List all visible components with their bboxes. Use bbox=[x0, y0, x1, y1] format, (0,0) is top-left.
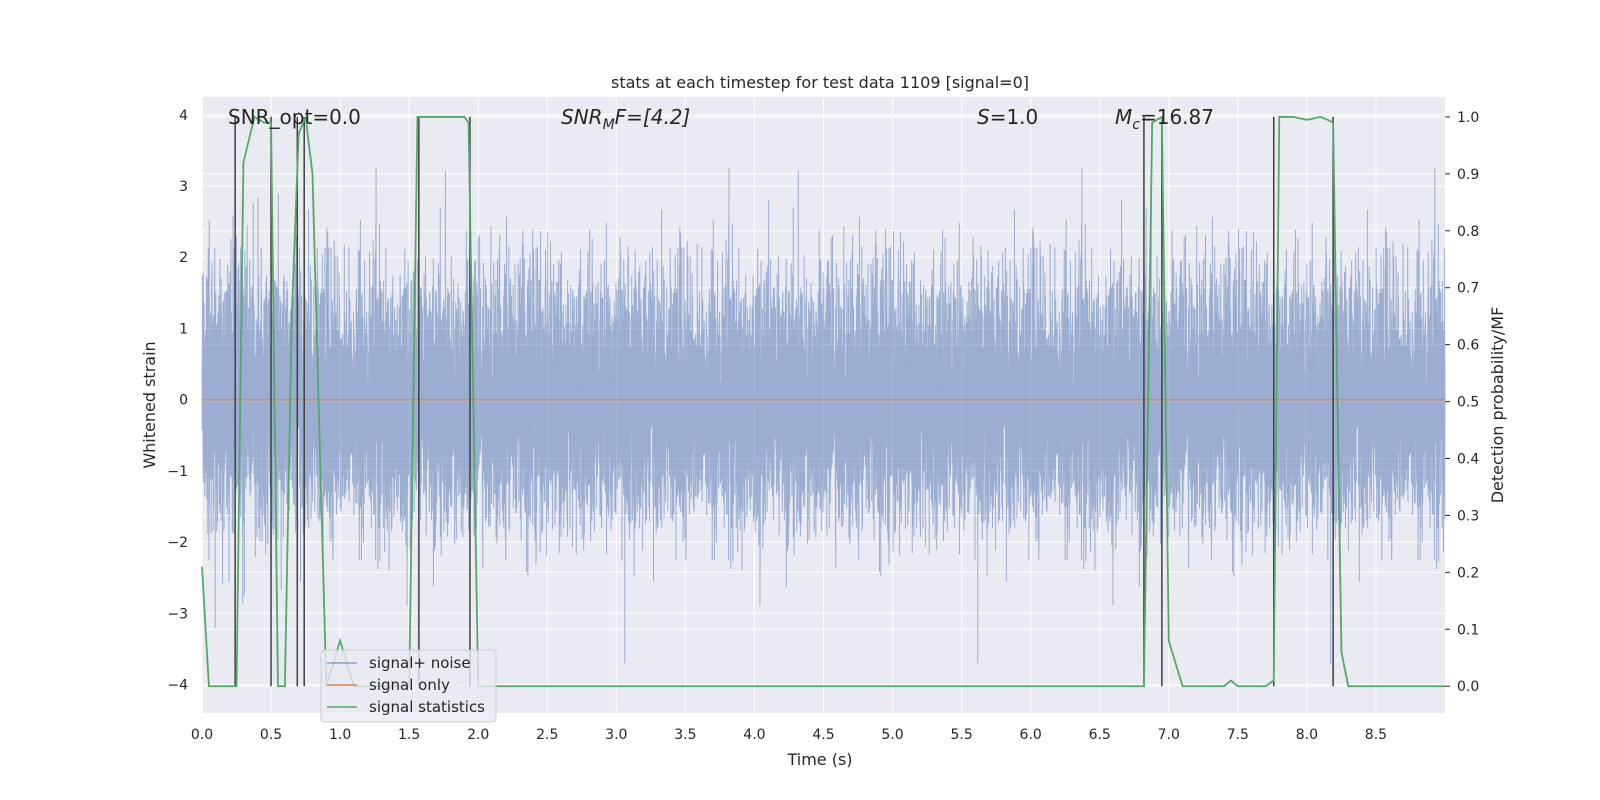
annotation-mc-symbol: M bbox=[1115, 105, 1132, 129]
signal-noise-line bbox=[201, 168, 1446, 664]
annotation-snr-opt: SNR_opt=0.0 bbox=[228, 105, 361, 129]
y-tick-left-label: 4 bbox=[179, 108, 188, 124]
x-tick-label: 2.0 bbox=[467, 727, 489, 743]
x-tick-label: 4.0 bbox=[743, 727, 765, 743]
y-tick-right-label: 0.4 bbox=[1457, 452, 1479, 468]
y-tick-left-label: −4 bbox=[167, 678, 188, 694]
y-tick-right-label: 0.8 bbox=[1457, 224, 1479, 240]
y-tick-left-label: 2 bbox=[179, 250, 188, 266]
x-tick-label: 1.0 bbox=[329, 727, 351, 743]
annotation-snr-mf-symbol: SNR bbox=[561, 105, 603, 129]
y-tick-right-label: 0.3 bbox=[1457, 508, 1479, 524]
x-tick-label: 0.0 bbox=[191, 727, 213, 743]
x-tick-label: 7.0 bbox=[1158, 727, 1180, 743]
annotation-snr-mf-subscript: M bbox=[603, 117, 615, 133]
y-tick-left-label: 3 bbox=[179, 179, 188, 195]
annotation-s: S=1.0 bbox=[977, 105, 1038, 129]
annotation-s-symbol: S bbox=[977, 105, 990, 129]
x-tick-label: 5.5 bbox=[950, 727, 972, 743]
y-tick-right-label: 0.6 bbox=[1457, 338, 1479, 354]
x-tick-label: 5.0 bbox=[881, 727, 903, 743]
annotation-snr-mf-value: F=[4.2] bbox=[615, 105, 691, 129]
legend-label-signal-noise: signal+ noise bbox=[369, 654, 471, 672]
y-axis-left-label: Whitened strain bbox=[140, 341, 159, 468]
y-tick-left-label: 1 bbox=[179, 321, 188, 337]
chart-title: stats at each timestep for test data 110… bbox=[611, 73, 1029, 92]
legend: signal+ noise signal only signal statist… bbox=[320, 649, 497, 723]
x-axis-label: Time (s) bbox=[786, 750, 852, 769]
y-tick-left-label: −2 bbox=[167, 535, 188, 551]
y-tick-right-label: 0.7 bbox=[1457, 281, 1479, 297]
legend-label-signal-statistics: signal statistics bbox=[369, 698, 485, 716]
legend-box bbox=[320, 649, 497, 723]
y-tick-right-label: 0.1 bbox=[1457, 622, 1479, 638]
series-signal-noise bbox=[201, 168, 1446, 664]
x-tick-label: 0.5 bbox=[260, 727, 282, 743]
y-tick-left-label: 0 bbox=[179, 393, 188, 409]
x-tick-label: 8.0 bbox=[1296, 727, 1318, 743]
y-tick-left-label: −3 bbox=[167, 606, 188, 622]
y-tick-left-label: −1 bbox=[167, 464, 188, 480]
y-tick-right-label: 0.2 bbox=[1457, 565, 1479, 581]
y-tick-right-label: 0.0 bbox=[1457, 679, 1479, 695]
x-axis-ticks: 0.0 0.5 1.0 1.5 2.0 2.5 3.0 3.5 4.0 4.5 5.0 5.5 6.0 6… bbox=[191, 727, 1387, 743]
y-tick-right-label: 0.9 bbox=[1457, 167, 1479, 183]
annotation-snr-mf: SNRMF=[4.2] bbox=[561, 105, 690, 133]
x-tick-label: 4.5 bbox=[812, 727, 834, 743]
x-tick-label: 6.5 bbox=[1089, 727, 1111, 743]
y-tick-right-label: 1.0 bbox=[1457, 110, 1479, 126]
legend-label-signal-only: signal only bbox=[369, 676, 450, 694]
x-tick-label: 3.5 bbox=[674, 727, 696, 743]
detection-markers bbox=[234, 116, 1334, 687]
x-tick-label: 8.5 bbox=[1365, 727, 1387, 743]
annotation-mc-subscript: c bbox=[1132, 117, 1140, 133]
x-tick-label: 3.0 bbox=[605, 727, 627, 743]
annotation-s-value: =1.0 bbox=[990, 105, 1039, 129]
annotations: SNR_opt=0.0 SNRMF=[4.2] S=1.0 Mc=16.87 bbox=[228, 105, 1214, 133]
x-tick-label: 1.5 bbox=[398, 727, 420, 743]
annotation-mc-value: =16.87 bbox=[1140, 105, 1214, 129]
annotation-mc: Mc=16.87 bbox=[1115, 105, 1214, 133]
x-tick-label: 2.5 bbox=[536, 727, 558, 743]
y-axis-left-ticks: 4 3 2 1 0 −1 −2 −3 −4 bbox=[167, 108, 188, 694]
x-tick-label: 7.5 bbox=[1227, 727, 1249, 743]
x-tick-label: 6.0 bbox=[1020, 727, 1042, 743]
y-axis-right-label: Detection probability/MF bbox=[1488, 307, 1507, 504]
y-axis-right-ticks: 1.0 0.9 0.8 0.7 0.6 0.5 0.4 0.3 0.2 0.1 0.0 bbox=[1445, 110, 1479, 695]
y-tick-right-label: 0.5 bbox=[1457, 395, 1479, 411]
